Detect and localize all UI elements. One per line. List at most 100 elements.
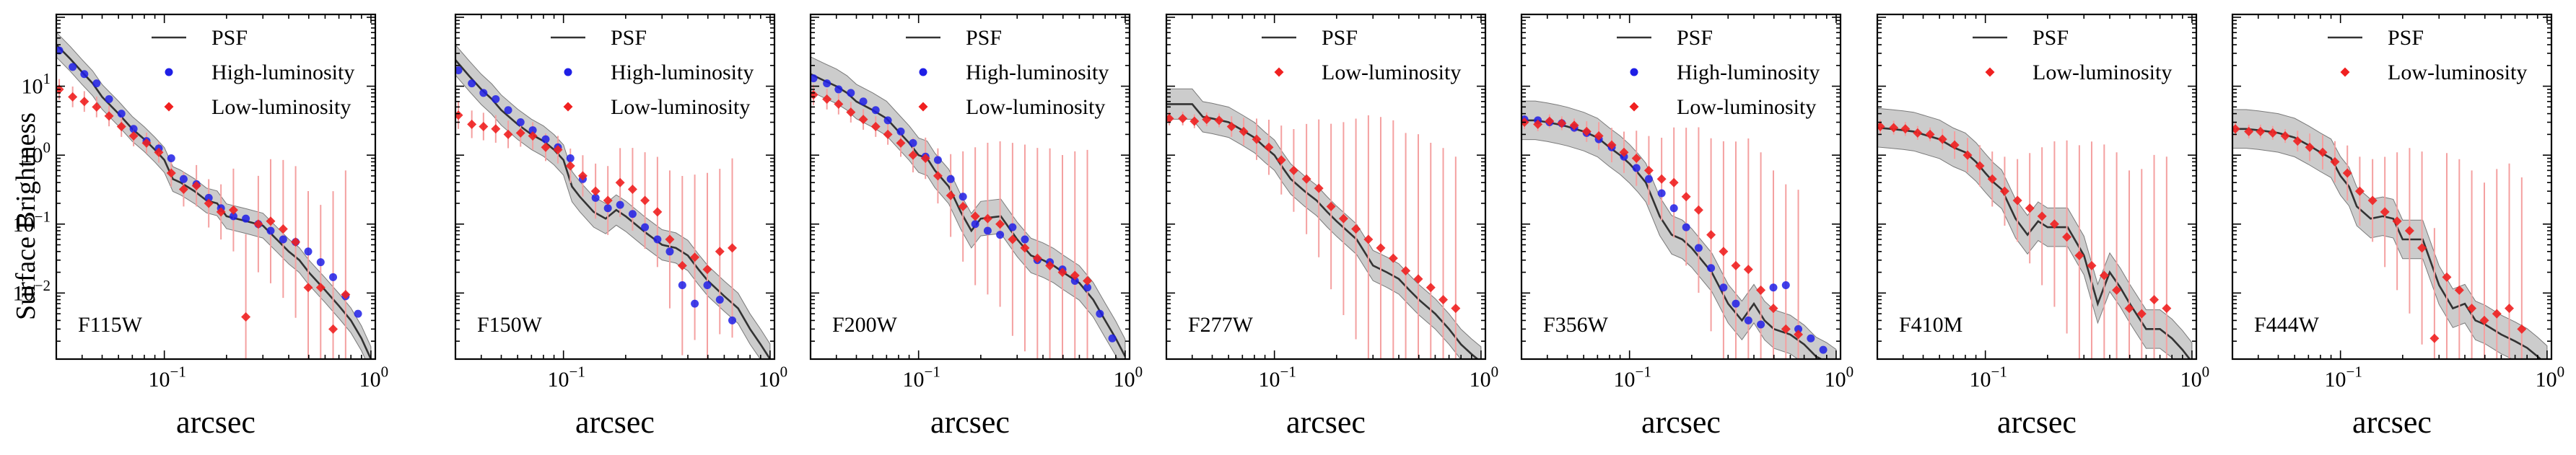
x-tick-label-base: 10: [759, 368, 780, 392]
y-tick-label-base: 10: [22, 75, 43, 99]
low-luminosity-point: [1975, 161, 1985, 171]
high-luminosity-point: [1657, 189, 1666, 198]
high-luminosity-point: [1769, 283, 1778, 292]
legend-label-psf: PSF: [1677, 26, 1713, 50]
plot-area: [1521, 100, 1837, 359]
low-luminosity-point: [178, 184, 188, 194]
high-luminosity-point: [354, 309, 362, 318]
y-tick-label-exp: −1: [35, 208, 51, 225]
psf-band: [56, 32, 372, 359]
high-luminosity-point: [896, 127, 905, 136]
low-luminosity-point: [1913, 128, 1923, 138]
low-luminosity-point: [565, 161, 575, 171]
legend-low-marker: [2340, 67, 2350, 77]
high-luminosity-point: [641, 223, 650, 231]
low-luminosity-point: [1643, 165, 1654, 175]
x-tick-label: 100: [759, 363, 788, 392]
low-luminosity-point: [2292, 136, 2302, 146]
high-luminosity-point: [959, 193, 967, 201]
low-luminosity-point: [1569, 120, 1579, 131]
high-luminosity-point: [266, 226, 275, 235]
low-luminosity-point: [541, 142, 551, 152]
low-luminosity-point: [1607, 140, 1617, 150]
low-luminosity-point: [2479, 315, 2489, 325]
low-luminosity-point: [2367, 195, 2378, 206]
high-luminosity-point: [69, 63, 77, 71]
plot-area: [1166, 88, 1482, 359]
high-luminosity-point: [1707, 264, 1716, 273]
plot-area: [2232, 109, 2548, 359]
filter-label: F444W: [2254, 313, 2320, 337]
high-luminosity-point: [105, 94, 113, 103]
high-luminosity-point: [871, 106, 880, 115]
high-luminosity-point: [703, 280, 712, 289]
x-tick-label-exp: −1: [925, 363, 940, 381]
low-luminosity-point: [1794, 330, 1804, 340]
low-luminosity-point: [1401, 266, 1411, 276]
low-luminosity-point: [303, 283, 313, 293]
low-luminosity-point: [640, 195, 650, 206]
x-tick-label: 10−1: [1614, 363, 1651, 392]
low-luminosity-point: [715, 247, 725, 257]
low-luminosity-point: [883, 129, 893, 139]
axes-frame: [1520, 13, 1842, 361]
x-tick-label-exp: −1: [170, 363, 186, 381]
x-tick-label: 100: [2180, 363, 2210, 392]
high-luminosity-point: [971, 220, 979, 229]
x-tick-label-base: 10: [1614, 368, 1636, 392]
legend-label-high: High-luminosity: [966, 61, 1109, 84]
x-tick-label-exp: 0: [1846, 363, 1854, 381]
y-tick-label: 101: [22, 70, 51, 99]
high-luminosity-point: [516, 118, 525, 127]
low-luminosity-point: [503, 129, 513, 139]
legend: PSF High-luminosity Low-luminosity: [152, 26, 354, 119]
low-luminosity-point: [291, 237, 301, 247]
low-luminosity-point: [2136, 309, 2147, 319]
low-luminosity-point: [1719, 247, 1729, 257]
x-tick-label: 100: [359, 363, 389, 392]
low-luminosity-point: [858, 115, 868, 125]
low-luminosity-point: [1731, 260, 1741, 270]
high-luminosity-point: [691, 299, 699, 308]
psf-band: [2232, 109, 2548, 359]
high-luminosity-point: [909, 138, 917, 147]
legend-label-psf: PSF: [211, 26, 248, 50]
low-luminosity-point: [2256, 126, 2266, 136]
low-luminosity-point: [1781, 324, 1791, 334]
x-tick-label: 100: [1825, 363, 1854, 392]
low-luminosity-point: [2162, 304, 2172, 314]
high-luminosity-point: [242, 214, 250, 223]
low-luminosity-point: [615, 177, 625, 187]
psf-band: [455, 44, 771, 359]
low-luminosity-point: [908, 150, 918, 160]
x-tick-label: 100: [1114, 363, 1143, 392]
low-luminosity-point: [1178, 113, 1188, 123]
low-luminosity-point: [1264, 142, 1274, 152]
low-luminosity-point: [1214, 115, 1224, 125]
low-luminosity-point: [2429, 333, 2440, 343]
low-luminosity-point: [822, 94, 832, 104]
high-luminosity-point: [304, 247, 313, 256]
high-luminosity-point: [1744, 316, 1752, 324]
low-luminosity-point: [92, 102, 102, 112]
x-tick-label-base: 10: [1259, 368, 1280, 392]
x-axis-label: arcsec: [575, 405, 655, 440]
low-luminosity-point: [2074, 250, 2084, 260]
low-luminosity-point: [553, 145, 563, 155]
low-luminosity-point: [627, 184, 637, 194]
low-luminosity-point: [2505, 304, 2515, 314]
low-luminosity-point: [2025, 203, 2035, 213]
low-luminosity-point: [982, 213, 992, 224]
x-axis-label: arcsec: [930, 405, 1010, 440]
low-luminosity-point: [204, 198, 214, 208]
x-axis-label: arcsec: [1641, 405, 1721, 440]
high-luminosity-point: [1070, 277, 1079, 286]
low-luminosity-point: [665, 234, 675, 244]
low-luminosity-point: [946, 190, 956, 200]
low-luminosity-point: [528, 131, 538, 141]
psf-line: [455, 59, 771, 359]
y-axis-label: Surface Brightness: [11, 112, 41, 320]
high-luminosity-point: [1632, 164, 1641, 172]
x-tick-label-exp: −1: [1636, 363, 1651, 381]
